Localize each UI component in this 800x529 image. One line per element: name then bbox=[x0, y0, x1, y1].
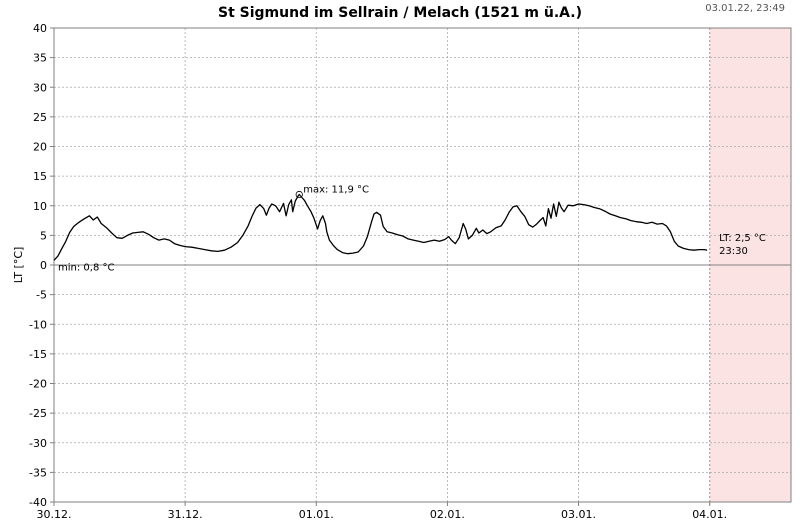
y-tick-label: -5 bbox=[36, 289, 47, 302]
y-tick-label: 30 bbox=[33, 81, 47, 94]
max-annotation: max: 11,9 °C bbox=[303, 184, 369, 195]
last-time-annotation: 23:30 bbox=[719, 246, 748, 257]
x-tick-labels: 30.12. 31.12. 01.01. 02.01. 03.01. 04.01. bbox=[37, 502, 727, 521]
y-tick-label: -35 bbox=[29, 466, 47, 479]
min-annotation: min: 0,8 °C bbox=[58, 262, 114, 273]
x-tick-label: 01.01. bbox=[299, 508, 334, 521]
y-tick-label: -10 bbox=[29, 318, 47, 331]
last-value-annotation: LT: 2,5 °C bbox=[719, 233, 766, 244]
y-tick-label: 0 bbox=[40, 259, 47, 272]
y-tick-label: 15 bbox=[33, 170, 47, 183]
x-tick-label: 03.01. bbox=[561, 508, 596, 521]
y-tick-labels: 40 35 30 25 20 15 10 5 0 -5 -10 -15 -20 -25 -30 -35 -40 bbox=[29, 22, 54, 509]
y-tick-label: 25 bbox=[33, 111, 47, 124]
x-tick-label: 04.01. bbox=[692, 508, 727, 521]
timestamp-label: 03.01.22, 23:49 bbox=[705, 3, 785, 14]
x-tick-label: 02.01. bbox=[430, 508, 465, 521]
y-axis-label: LT [°C] bbox=[12, 247, 25, 284]
y-tick-label: -15 bbox=[29, 348, 47, 361]
chart-title: St Sigmund im Sellrain / Melach (1521 m … bbox=[218, 5, 582, 21]
y-tick-label: -40 bbox=[29, 496, 47, 509]
y-tick-label: -20 bbox=[29, 378, 47, 391]
y-tick-label: -25 bbox=[29, 407, 47, 420]
y-tick-label: 40 bbox=[33, 22, 47, 35]
y-tick-label: 20 bbox=[33, 141, 47, 154]
y-tick-label: 5 bbox=[40, 229, 47, 242]
x-tick-label: 31.12. bbox=[168, 508, 203, 521]
series-line-lt bbox=[53, 193, 708, 261]
y-tick-label: 35 bbox=[33, 52, 47, 65]
x-tick-label: 30.12. bbox=[37, 508, 72, 521]
y-tick-label: -30 bbox=[29, 437, 47, 450]
axes bbox=[53, 27, 792, 503]
max-marker bbox=[295, 190, 303, 199]
y-tick-label: 10 bbox=[33, 200, 47, 213]
